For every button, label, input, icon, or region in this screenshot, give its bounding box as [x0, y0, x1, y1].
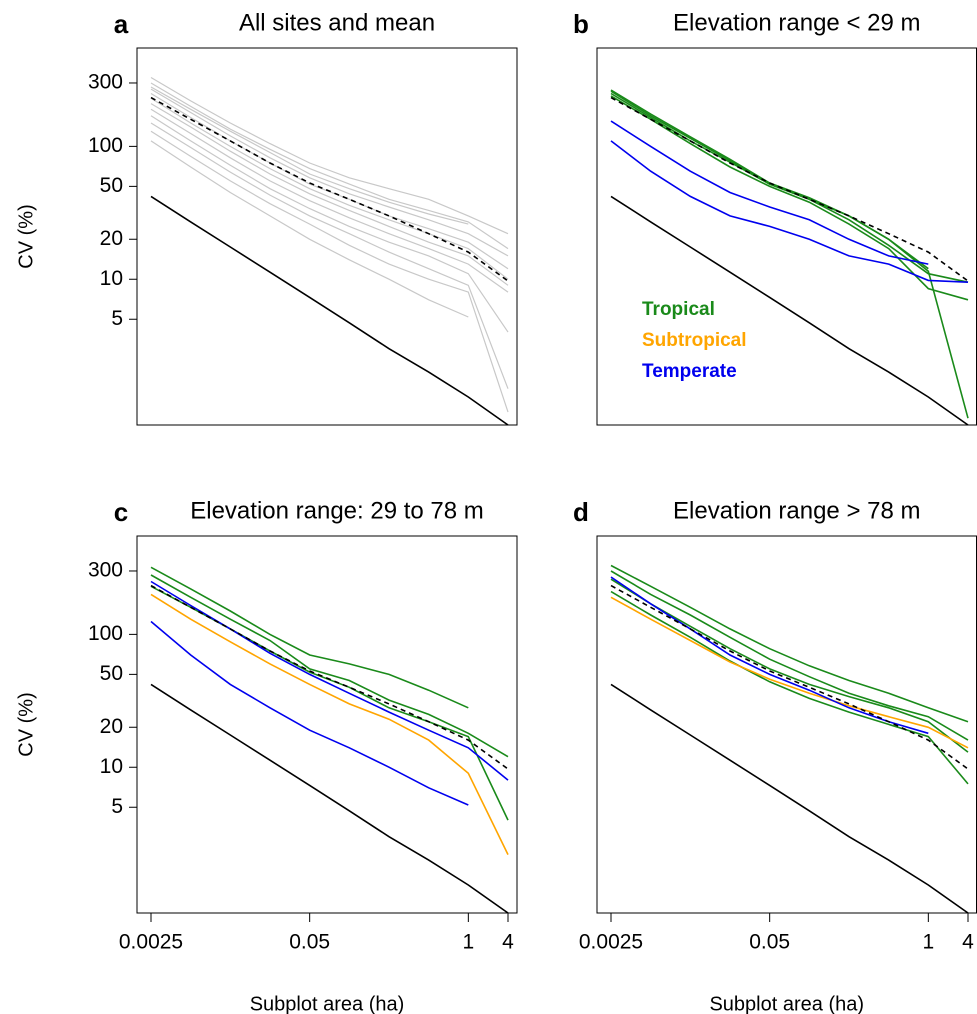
site-line: [150, 103, 509, 286]
mean-line: [150, 584, 509, 770]
site-line: [150, 86, 469, 225]
x-tick-label: 0.0025: [119, 931, 183, 954]
site-line: [610, 564, 969, 723]
panel-label: a: [114, 9, 129, 39]
site-line: [610, 195, 969, 426]
y-axis-label: CV (%): [15, 204, 37, 268]
x-axis-label: Subplot area (ha): [709, 993, 864, 1014]
y-tick-label: 100: [88, 134, 123, 157]
x-tick-label: 0.05: [749, 931, 790, 954]
site-line: [150, 683, 509, 914]
site-line: [150, 82, 509, 250]
mean-line: [610, 584, 969, 770]
site-line: [150, 566, 469, 709]
panel: a All sites and mean 5 10 20 50 100 300 CV (%): [15, 9, 518, 426]
site-line: [610, 140, 969, 283]
panel-label: c: [114, 497, 128, 527]
site-line: [150, 122, 509, 389]
site-line: [150, 195, 509, 426]
panel-title: Elevation range > 78 m: [673, 497, 921, 524]
panel: b Elevation range < 29 m Tropical Subtropic…: [573, 9, 977, 426]
plot-frame: [136, 535, 518, 914]
site-line: [150, 130, 509, 413]
site-line: [610, 683, 969, 914]
x-tick-label: 1: [462, 931, 474, 954]
site-line: [610, 120, 929, 265]
site-line: [150, 76, 509, 235]
y-axis-label: CV (%): [15, 692, 37, 756]
legend-entry: Temperate: [642, 361, 737, 382]
y-tick-label: 20: [100, 715, 123, 738]
legend-entry: Subtropical: [642, 330, 747, 351]
site-line: [610, 570, 969, 741]
y-tick-label: 300: [88, 71, 123, 94]
y-tick-label: 5: [111, 795, 123, 818]
panel-title: Elevation range < 29 m: [673, 9, 921, 36]
site-line: [150, 115, 509, 333]
mean-line: [610, 96, 969, 282]
site-line: [610, 578, 969, 753]
legend-entry: Tropical: [642, 299, 715, 320]
x-tick-label: 0.05: [289, 931, 330, 954]
site-line: [150, 580, 509, 781]
x-tick-label: 1: [922, 931, 934, 954]
site-line: [150, 574, 509, 758]
site-line: [610, 576, 929, 735]
y-tick-label: 10: [100, 755, 123, 778]
x-tick-label: 4: [962, 931, 974, 954]
panel-title: All sites and mean: [239, 9, 435, 36]
site-line: [150, 585, 509, 821]
panel-label: b: [573, 9, 589, 39]
x-axis-label: Subplot area (ha): [250, 993, 405, 1014]
site-line: [150, 620, 469, 806]
x-tick-label: 4: [502, 931, 514, 954]
site-line: [150, 88, 509, 257]
y-tick-label: 5: [111, 307, 123, 330]
site-line: [610, 590, 969, 785]
site-line: [150, 108, 509, 293]
y-tick-label: 300: [88, 559, 123, 582]
site-line: [610, 596, 969, 749]
panel-title: Elevation range: 29 to 78 m: [190, 497, 484, 524]
mean-line: [150, 96, 509, 282]
site-line: [610, 90, 969, 283]
y-tick-label: 50: [100, 174, 123, 197]
site-line: [150, 593, 509, 855]
site-line: [150, 97, 509, 280]
y-tick-label: 20: [100, 227, 123, 250]
panel: d Elevation range > 78 m 0.0025 0.05 1 4 Subpl…: [573, 497, 977, 1014]
site-line: [150, 140, 469, 318]
y-tick-label: 50: [100, 662, 123, 685]
site-line: [610, 95, 969, 301]
panel: c Elevation range: 29 to 78 m 5 10 20 50 100 30…: [15, 497, 518, 1014]
x-tick-label: 0.0025: [579, 931, 643, 954]
plot-frame: [136, 47, 518, 426]
y-tick-label: 10: [100, 267, 123, 290]
y-tick-label: 100: [88, 622, 123, 645]
panel-label: d: [573, 497, 589, 527]
